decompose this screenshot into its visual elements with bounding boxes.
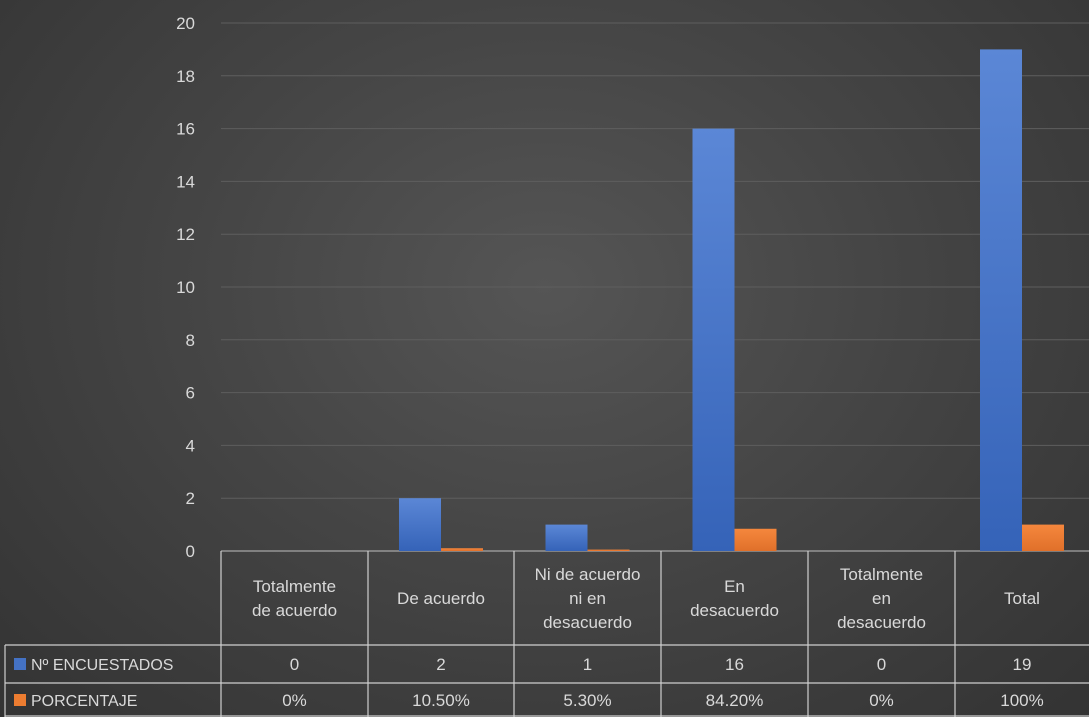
bar-encuestados	[980, 49, 1022, 552]
category-label-line: Totalmente	[253, 577, 336, 596]
category-label-line: en	[872, 589, 891, 608]
bar-porcentaje	[587, 549, 630, 551]
data-label: 2	[436, 655, 445, 674]
category-label-line: De acuerdo	[397, 589, 485, 608]
data-label: 1	[583, 655, 592, 674]
bar-porcentaje	[441, 548, 483, 551]
bar-encuestados	[399, 498, 441, 551]
gridlines	[221, 22, 1089, 552]
category-label-line: desacuerdo	[837, 613, 926, 632]
category-label: Ni de acuerdo ni en desacuerdo	[535, 565, 641, 632]
y-tick-label: 4	[186, 436, 195, 455]
data-label: 0%	[282, 691, 307, 710]
category-label-line: desacuerdo	[543, 613, 632, 632]
y-tick-label: 6	[186, 384, 195, 403]
data-label: 5.30%	[563, 691, 611, 710]
category-label: Totalmente de acuerdo	[252, 577, 337, 620]
data-table: Totalmente de acuerdo De acuerdo Ni de acue…	[4, 551, 1089, 717]
category-label-line: ni en	[569, 589, 606, 608]
data-label: 0	[290, 655, 299, 674]
category-label: Totalmente en desacuerdo	[837, 565, 926, 632]
bar-porcentaje	[1022, 524, 1064, 551]
category-label: En desacuerdo	[690, 577, 779, 620]
legend-label: PORCENTAJE	[31, 693, 137, 710]
data-label: 19	[1013, 655, 1032, 674]
y-tick-label: 12	[176, 225, 195, 244]
y-axis-ticks: 0 2 4 6 8 10 12 14 16 18 20	[176, 14, 195, 561]
bars	[399, 49, 1064, 552]
category-label-line: de acuerdo	[252, 601, 337, 620]
category-label: De acuerdo	[397, 589, 485, 608]
category-label: Total	[1004, 589, 1040, 608]
category-label-line: Ni de acuerdo	[535, 565, 641, 584]
y-tick-label: 10	[176, 278, 195, 297]
y-tick-label: 16	[176, 120, 195, 139]
y-tick-label: 14	[176, 172, 195, 191]
data-label: 84.20%	[706, 691, 764, 710]
y-tick-label: 2	[186, 489, 195, 508]
bar-encuestados	[692, 128, 735, 551]
category-label-line: desacuerdo	[690, 601, 779, 620]
bar-encuestados	[545, 524, 588, 551]
y-tick-label: 8	[186, 331, 195, 350]
legend-label: Nº ENCUESTADOS	[31, 657, 173, 674]
category-label-line: Total	[1004, 589, 1040, 608]
bar-porcentaje	[734, 528, 777, 551]
data-label: 16	[725, 655, 744, 674]
data-label: 0%	[869, 691, 894, 710]
category-label-line: Totalmente	[840, 565, 923, 584]
legend-swatch	[14, 694, 26, 706]
data-label: 100%	[1000, 691, 1043, 710]
y-tick-label: 20	[176, 14, 195, 33]
y-tick-label: 18	[176, 67, 195, 86]
data-label: 10.50%	[412, 691, 470, 710]
legend-swatch	[14, 658, 26, 670]
category-label-line: En	[724, 577, 745, 596]
data-label: 0	[877, 655, 886, 674]
y-tick-label: 0	[186, 542, 195, 561]
